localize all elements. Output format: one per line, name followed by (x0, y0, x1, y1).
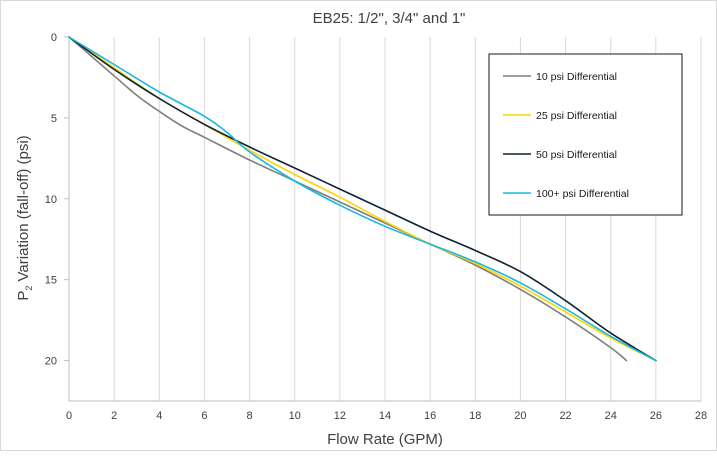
legend: 10 psi Differential 25 psi Differential 50… (488, 53, 683, 216)
x-tick-label: 12 (334, 410, 346, 422)
y-axis-title: P2 Variation (fall-off) (psi) (15, 135, 34, 300)
legend-label-2: 25 psi Differential (536, 110, 617, 122)
x-tick-label: 26 (650, 410, 662, 422)
y-axis-title-main: P (15, 291, 32, 301)
series-line-4 (68, 36, 657, 362)
x-tick-label: 0 (66, 410, 72, 422)
x-tick-label: 4 (156, 410, 162, 422)
x-axis-title: Flow Rate (GPM) (327, 431, 443, 448)
chart-title: EB25: 1/2", 3/4" and 1" (313, 10, 466, 27)
x-tick-label: 16 (424, 410, 436, 422)
y-tick-label: 20 (45, 356, 57, 368)
x-tick-label: 10 (289, 410, 301, 422)
x-tick-label: 6 (201, 410, 207, 422)
y-axis-title-subscript: 2 (24, 286, 34, 291)
x-tick-label: 28 (695, 410, 707, 422)
x-tick-label: 20 (514, 410, 526, 422)
x-tick-label: 8 (247, 410, 253, 422)
series-line-3 (68, 36, 657, 362)
legend-label-1: 10 psi Differential (536, 71, 617, 83)
legend-box (488, 53, 683, 216)
y-tick-label: 10 (45, 194, 57, 206)
x-tick-label: 18 (469, 410, 481, 422)
legend-label-3: 50 psi Differential (536, 149, 617, 161)
y-tick-label: 5 (51, 113, 57, 125)
x-tick-label: 2 (111, 410, 117, 422)
legend-label-4: 100+ psi Differential (536, 188, 629, 200)
x-tick-label: 22 (559, 410, 571, 422)
y-tick-label: 15 (45, 275, 57, 287)
legend-items: 10 psi Differential 25 psi Differential 50… (503, 71, 629, 200)
x-tick-label: 24 (605, 410, 617, 422)
y-axis-title-rest: Variation (fall-off) (psi) (15, 135, 32, 285)
x-tick-label: 14 (379, 410, 391, 422)
series-lines (68, 36, 657, 362)
y-tick-label: 0 (51, 32, 57, 44)
